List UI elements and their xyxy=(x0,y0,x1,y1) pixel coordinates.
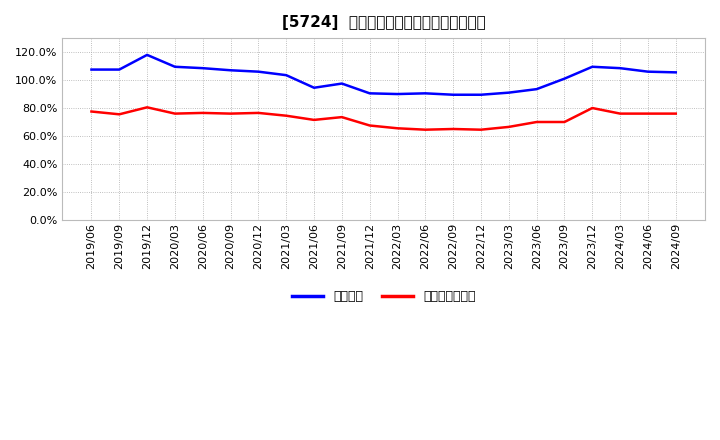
固定長期適合率 xyxy=(560,119,569,125)
固定比率 xyxy=(560,76,569,81)
固定比率 xyxy=(282,73,291,78)
固定比率 xyxy=(310,85,318,90)
Legend: 固定比率, 固定長期適合率: 固定比率, 固定長期適合率 xyxy=(287,285,480,308)
固定長期適合率 xyxy=(171,111,179,116)
Line: 固定長期適合率: 固定長期適合率 xyxy=(91,107,676,130)
固定比率 xyxy=(588,64,597,70)
固定長期適合率 xyxy=(199,110,207,116)
固定比率 xyxy=(532,87,541,92)
固定比率 xyxy=(477,92,485,97)
固定比率 xyxy=(115,67,124,72)
固定長期適合率 xyxy=(365,123,374,128)
固定比率 xyxy=(338,81,346,86)
固定長期適合率 xyxy=(449,126,457,132)
固定長期適合率 xyxy=(505,124,513,129)
固定比率 xyxy=(87,67,96,72)
固定長期適合率 xyxy=(588,105,597,110)
固定長期適合率 xyxy=(393,126,402,131)
固定比率 xyxy=(616,66,624,71)
固定長期適合率 xyxy=(477,127,485,132)
固定長期適合率 xyxy=(421,127,430,132)
固定長期適合率 xyxy=(532,119,541,125)
固定比率 xyxy=(421,91,430,96)
固定長期適合率 xyxy=(254,110,263,116)
固定比率 xyxy=(672,70,680,75)
固定比率 xyxy=(254,69,263,74)
固定比率 xyxy=(171,64,179,70)
固定長期適合率 xyxy=(282,113,291,118)
固定長期適合率 xyxy=(87,109,96,114)
固定長期適合率 xyxy=(616,111,624,116)
固定比率 xyxy=(644,69,652,74)
固定比率 xyxy=(505,90,513,95)
固定長期適合率 xyxy=(310,117,318,123)
固定比率 xyxy=(199,66,207,71)
固定長期適合率 xyxy=(644,111,652,116)
固定長期適合率 xyxy=(143,105,151,110)
固定比率 xyxy=(226,68,235,73)
固定長期適合率 xyxy=(115,112,124,117)
固定長期適合率 xyxy=(672,111,680,116)
固定長期適合率 xyxy=(226,111,235,116)
固定比率 xyxy=(393,92,402,97)
Line: 固定比率: 固定比率 xyxy=(91,55,676,95)
固定比率 xyxy=(143,52,151,58)
Title: [5724]  固定比率、固定長期適合率の推移: [5724] 固定比率、固定長期適合率の推移 xyxy=(282,15,485,30)
固定比率 xyxy=(449,92,457,97)
固定比率 xyxy=(365,91,374,96)
固定長期適合率 xyxy=(338,114,346,120)
